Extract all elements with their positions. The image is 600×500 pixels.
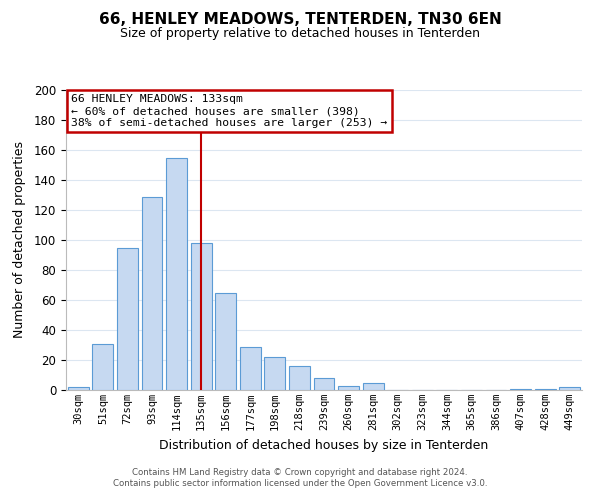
Bar <box>92 344 113 390</box>
Text: 66 HENLEY MEADOWS: 133sqm
← 60% of detached houses are smaller (398)
38% of semi: 66 HENLEY MEADOWS: 133sqm ← 60% of detac… <box>71 94 388 128</box>
X-axis label: Distribution of detached houses by size in Tenterden: Distribution of detached houses by size … <box>160 438 488 452</box>
Bar <box>215 292 236 390</box>
Bar <box>314 378 334 390</box>
Bar <box>142 196 163 390</box>
Bar <box>338 386 359 390</box>
Bar <box>166 158 187 390</box>
Bar <box>535 388 556 390</box>
Bar <box>362 382 383 390</box>
Text: Contains HM Land Registry data © Crown copyright and database right 2024.
Contai: Contains HM Land Registry data © Crown c… <box>113 468 487 487</box>
Bar <box>240 346 261 390</box>
Y-axis label: Number of detached properties: Number of detached properties <box>13 142 26 338</box>
Bar <box>289 366 310 390</box>
Bar <box>559 387 580 390</box>
Text: Size of property relative to detached houses in Tenterden: Size of property relative to detached ho… <box>120 28 480 40</box>
Bar <box>510 388 531 390</box>
Text: 66, HENLEY MEADOWS, TENTERDEN, TN30 6EN: 66, HENLEY MEADOWS, TENTERDEN, TN30 6EN <box>98 12 502 28</box>
Bar <box>117 248 138 390</box>
Bar <box>68 387 89 390</box>
Bar <box>265 357 286 390</box>
Bar <box>191 243 212 390</box>
